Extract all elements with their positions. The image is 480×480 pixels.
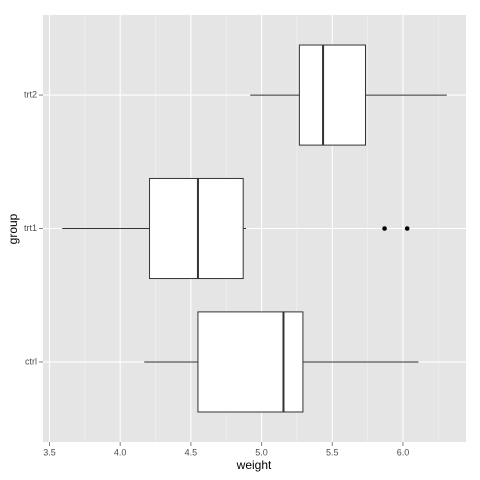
y-axis-label: group (6, 213, 20, 244)
x-tick-label: 4.0 (114, 447, 127, 457)
x-tick-label: 6.0 (397, 447, 410, 457)
outlier (404, 226, 410, 231)
box (197, 311, 304, 413)
x-tick-label: 5.0 (255, 447, 268, 457)
y-tick-label: trt1 (24, 223, 37, 233)
x-axis-label: weight (236, 458, 272, 472)
x-tick-label: 3.5 (43, 447, 56, 457)
y-tick-label: ctrl (25, 356, 37, 366)
x-tick-label: 5.5 (326, 447, 339, 457)
outlier (382, 226, 387, 231)
y-tick-label: trt2 (24, 89, 37, 99)
x-tick-label: 4.5 (185, 447, 198, 457)
box (298, 44, 366, 146)
box (149, 177, 244, 280)
